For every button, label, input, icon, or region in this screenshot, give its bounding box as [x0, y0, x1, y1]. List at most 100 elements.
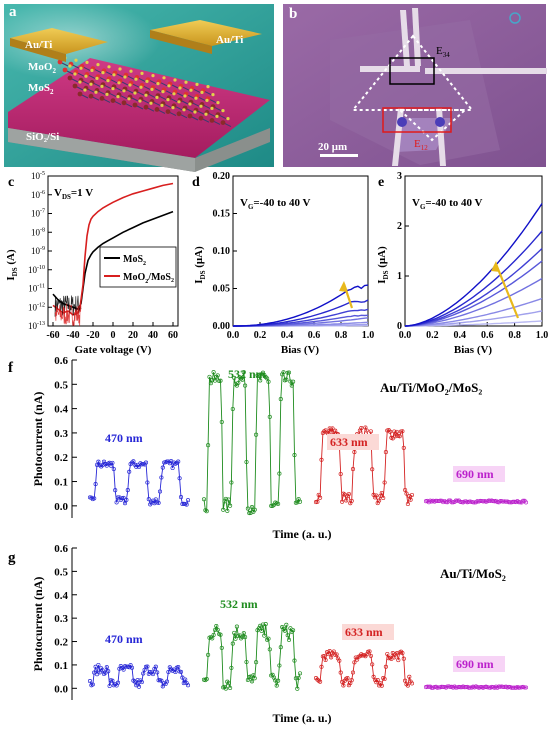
chart-f-trace-0 [90, 461, 188, 504]
chart-e-xtick-label: 0.6 [481, 330, 494, 341]
chart-c-ytick-label: 10-6 [31, 190, 45, 200]
chart-e-xtick-label: 0.4 [454, 330, 467, 341]
lattice-atom [155, 107, 160, 112]
chart-c-ytick-label: 10-7 [31, 209, 45, 219]
chart-f-title: Au/Ti/MoO2/MoS₂ [380, 380, 482, 397]
chart-f-group-label-1: 532 nm [228, 367, 266, 381]
lattice-atom [111, 87, 114, 90]
lattice-atom [199, 116, 204, 121]
lattice-atom [74, 59, 77, 62]
chart-c-ytick-label: 10-9 [31, 246, 45, 256]
lattice-atom [171, 106, 174, 109]
chart-e-curve-4 [405, 261, 542, 326]
chart-e-ytick-label: 1 [397, 271, 402, 282]
chart-g-group-label-2: 633 nm [345, 625, 383, 639]
chart-g-ytick-label: 0.6 [54, 543, 68, 555]
chart-d-xtick-label: 0.6 [308, 330, 321, 341]
chart-c-ytick-label: 10-8 [31, 227, 45, 237]
lattice-atom [122, 100, 127, 105]
lattice-atom [221, 120, 226, 125]
lattice-atom [112, 73, 115, 76]
lattice-atom [78, 80, 81, 83]
chart-e-xtick-label: 0.8 [508, 330, 521, 341]
lattice-atom [200, 91, 203, 94]
lattice-atom [118, 67, 121, 70]
lattice-atom [215, 115, 218, 118]
lattice-atom [167, 84, 170, 87]
lattice-atom [100, 96, 105, 101]
chart-d-xtick-label: 0.8 [335, 330, 348, 341]
chart-g-ytick-label: 0.3 [54, 613, 68, 625]
chart-g-group-label-3: 690 nm [456, 657, 494, 671]
scale-bar [320, 154, 358, 157]
lattice-atom [144, 105, 149, 110]
lattice-atom [95, 77, 98, 80]
lattice-atom [151, 74, 154, 77]
lattice-atom [117, 81, 120, 84]
lattice-atom [106, 79, 109, 82]
lattice-atom [96, 63, 99, 66]
lattice-atom [221, 109, 224, 112]
chart-g-ytick-label: 0.2 [54, 637, 68, 649]
lattice-atom [155, 96, 158, 99]
chart-f-group-label-2: 633 nm [330, 435, 368, 449]
lattice-atom [149, 102, 152, 105]
lattice-atom [105, 93, 108, 96]
lattice-atom [160, 104, 163, 107]
chart-d-arrow-head [339, 281, 348, 292]
chart-g-group-label-1: 532 nm [220, 597, 258, 611]
chart-e-ytick-label: 0 [397, 321, 402, 332]
lattice-atom [166, 109, 171, 114]
chart-c-annotation: VDS=1 V [54, 187, 93, 201]
chart-d-xtick-label: 0.2 [254, 330, 267, 341]
chart-g-ytick-label: 0.1 [54, 660, 68, 672]
chart-e-ytick-label: 3 [397, 171, 402, 182]
chart-d-annotation: VG=-40 to 40 V [240, 197, 311, 211]
label-au-right: Au/Ti [216, 34, 243, 46]
lattice-atom [206, 85, 209, 88]
chart-e-xtick-label: 0.2 [426, 330, 439, 341]
chart-f-ytick-label: 0.6 [54, 355, 68, 367]
scale-bar-label: 20 μm [318, 141, 347, 153]
lattice-atom [161, 90, 164, 93]
lattice-atom [68, 64, 71, 67]
lattice-atom [177, 111, 182, 116]
chart-g-xlabel: Time (a. u.) [272, 711, 331, 725]
chart-f-ytick-label: 0.1 [54, 477, 68, 489]
panel-d-letter: d [192, 175, 200, 190]
chart-g-ytick-label: 0.0 [54, 683, 68, 695]
chart-e-curve-7 [405, 204, 542, 327]
label-substrate: SiO₂/Si [26, 131, 59, 143]
chart-f-xlabel: Time (a. u.) [272, 527, 331, 541]
lattice-atom [182, 108, 185, 111]
lattice-atom [226, 117, 229, 120]
panel-b: b E34 E12 20 μm [283, 4, 547, 167]
lattice-atom [129, 70, 132, 73]
label-moo2: MoO2 [28, 61, 56, 75]
lattice-atom [134, 78, 137, 81]
lattice-atom [205, 99, 208, 102]
chart-c-xtick-label: 0 [111, 330, 116, 341]
lattice-atom [139, 86, 142, 89]
lattice-atom [177, 100, 180, 103]
panel-g-letter: g [8, 550, 16, 566]
lattice-atom [107, 65, 110, 68]
chart-g-ytick-label: 0.4 [54, 590, 68, 602]
lattice-atom [127, 97, 130, 100]
chart-d-ytick-label: 0.15 [213, 209, 231, 220]
lattice-atom [123, 75, 126, 78]
lattice-atom [150, 88, 153, 91]
label-au-left: Au/Ti [25, 39, 52, 51]
chart-c-ytick-label: 10-13 [28, 321, 45, 331]
chart-d-xlabel: Bias (V) [281, 344, 320, 356]
lattice-atom [188, 102, 191, 105]
lattice-atom [173, 78, 176, 81]
chart-c-xlabel: Gate voltage (V) [75, 344, 152, 356]
panel-f-letter: f [8, 360, 14, 376]
lattice-atom [199, 105, 202, 108]
chart-g-ytick-label: 0.5 [54, 566, 68, 578]
chart-d-xtick-label: 1.0 [362, 330, 375, 341]
